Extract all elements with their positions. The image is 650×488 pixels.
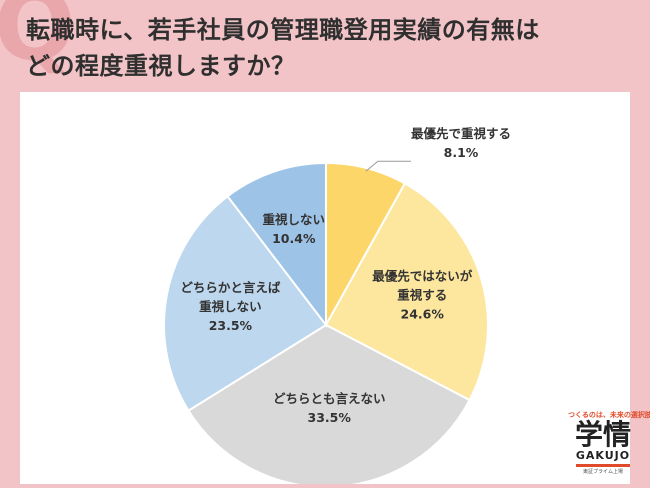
slice-value-label-4: 23.5% (209, 318, 253, 333)
title-line-1: 転職時に、若手社員の管理職登用実績の有無は (26, 16, 540, 44)
logo-tagline: つくるのは、未来の選択肢 (568, 411, 650, 419)
logo-kanji: 学情 (574, 418, 631, 451)
gakujo-logo: つくるのは、未来の選択肢 学情 GAKUJO 東証プライム上場 (568, 410, 650, 484)
chart-panel: 最優先で重視する 8.1% 最優先ではないが 重視する 24.6% どちらとも言えない 33… (20, 92, 630, 484)
slice-category-label-4: 重視しない (199, 299, 262, 314)
question-mark-decoration: Q (0, 0, 76, 82)
slice-value-label-1: 8.1% (444, 145, 479, 160)
pie-slice-5 (226, 161, 327, 328)
title-line-2: どの程度重視しますか？ (26, 52, 296, 80)
slice-category-label-2: 重視する (397, 288, 447, 303)
pie-slice-4 (163, 194, 328, 413)
page-title: 転職時に、若手社員の管理職登用実績の有無は どの程度重視しますか？ (26, 12, 636, 84)
slice-value-label-5: 10.4% (272, 231, 316, 246)
slice-value-label-3: 33.5% (308, 410, 352, 425)
slice-category-label-1: 最優先で重視する (411, 126, 511, 141)
logo-subtitle: 東証プライム上場 (583, 469, 623, 475)
slice-category-label-4: どちらかと言えば (180, 280, 281, 295)
slice-category-label-3: どちらとも言えない (273, 391, 386, 406)
slice-value-label-2: 24.6% (401, 307, 445, 322)
pie-slice-3 (187, 323, 471, 484)
slice-category-label-5: 重視しない (263, 212, 326, 227)
logo-name-en: GAKUJO (575, 449, 631, 462)
leader-line-1 (365, 160, 411, 172)
slice-category-label-2: 最優先ではないが (372, 269, 473, 284)
logo-bar (576, 464, 630, 467)
